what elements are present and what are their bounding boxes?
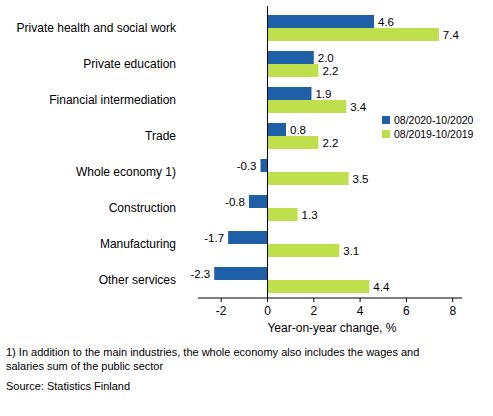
footnote: 1) In addition to the main industries, t…	[6, 346, 419, 358]
source: Source: Statistics Finland	[6, 380, 130, 392]
tick-label: 4	[357, 304, 364, 318]
category-label: Private education	[83, 57, 176, 71]
tick	[452, 298, 453, 302]
legend-label: 08/2019-10/2019	[394, 128, 474, 140]
bars	[214, 15, 439, 293]
tick	[313, 298, 314, 302]
bar	[249, 195, 268, 208]
bar	[267, 280, 369, 293]
tick-label: 6	[403, 304, 410, 318]
data-label: 0.8	[290, 124, 306, 136]
bar	[267, 100, 346, 113]
data-label: 3.5	[353, 173, 369, 185]
data-label: 3.4	[350, 101, 367, 113]
bar	[261, 159, 268, 172]
data-label: 7.4	[443, 29, 460, 41]
data-label: -0.8	[225, 196, 245, 208]
category-label: Private health and social work	[17, 21, 177, 35]
zero-line	[267, 6, 268, 298]
bar	[267, 172, 348, 185]
tick	[267, 298, 268, 302]
bar	[267, 64, 318, 77]
bar	[267, 123, 286, 136]
legend-swatch	[382, 130, 390, 138]
bar	[267, 87, 311, 100]
category-label: Other services	[99, 273, 176, 287]
bar	[267, 208, 297, 221]
bar	[267, 51, 313, 64]
tick-label: 8	[449, 304, 456, 318]
category-label: Manufacturing	[100, 237, 176, 251]
category-label: Whole economy 1)	[76, 165, 176, 179]
data-label: 2.0	[318, 52, 334, 64]
data-label: 1.9	[315, 88, 331, 100]
category-label: Trade	[145, 129, 176, 143]
data-label: -0.3	[237, 160, 257, 172]
data-label: 4.6	[378, 16, 394, 28]
category-label: Construction	[109, 201, 176, 215]
category-label: Financial intermediation	[49, 93, 176, 107]
data-label: -2.3	[190, 268, 210, 280]
x-axis	[198, 298, 462, 299]
tick	[360, 298, 361, 302]
bar	[228, 231, 267, 244]
legend-swatch	[382, 116, 390, 124]
data-label: 1.3	[302, 209, 318, 221]
tick-label: 2	[310, 304, 317, 318]
chart: Private health and social work Private ed…	[0, 0, 493, 416]
data-label: -1.7	[204, 232, 224, 244]
tick	[406, 298, 407, 302]
data-label: 2.2	[322, 65, 338, 77]
axis-title: Year-on-year change, %	[267, 321, 396, 335]
tick-label: 0	[264, 304, 271, 318]
tick-label: -2	[216, 304, 227, 318]
legend-label: 08/2020-10/2020	[394, 114, 474, 126]
bar	[267, 15, 374, 28]
data-label: 3.1	[343, 245, 359, 257]
bar	[267, 28, 438, 41]
footnote: salaries sum of the public sector	[6, 360, 163, 372]
data-label: 4.4	[373, 281, 390, 293]
data-label: 2.2	[322, 137, 338, 149]
bar	[267, 136, 318, 149]
tick	[221, 298, 222, 302]
bar	[214, 267, 267, 280]
bar	[267, 244, 339, 257]
